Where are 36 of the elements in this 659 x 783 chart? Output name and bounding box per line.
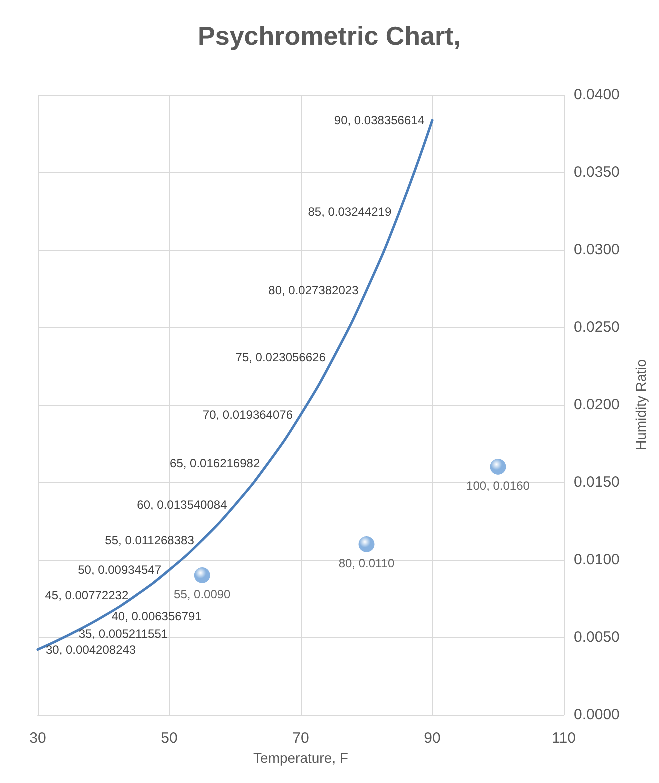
data-label: 90, 0.038356614 <box>334 113 425 128</box>
y-tick-label: 0.0350 <box>574 164 620 181</box>
data-label: 30, 0.004208243 <box>46 642 136 657</box>
data-label: 70, 0.019364076 <box>202 408 294 422</box>
point <box>358 536 375 552</box>
y-tick-label: 0.0400 <box>574 86 620 104</box>
y-tick-label: 0.0250 <box>574 319 620 336</box>
y-tick-label: 0.0200 <box>574 396 620 414</box>
point <box>194 568 210 584</box>
x-tick-label: 110 <box>552 730 576 747</box>
chart-title: Psychrometric Chart, <box>198 21 461 51</box>
data-label: 50, 0.00934547 <box>78 563 162 578</box>
data-label: 85, 0.03244219 <box>308 205 392 220</box>
x-tick-label: 30 <box>30 730 46 747</box>
data-label: 80, 0.0110 <box>338 556 395 570</box>
data-label: 75, 0.023056626 <box>236 350 326 365</box>
y-tick-label: 0.0300 <box>574 242 620 258</box>
y-tick-label: 0.0050 <box>574 629 620 646</box>
data-label: 55, 0.011268383 <box>105 533 195 548</box>
data-label: 40, 0.006356791 <box>112 609 202 624</box>
data-label: 80, 0.027382023 <box>268 284 360 298</box>
y-tick-label: 0.0150 <box>574 474 620 491</box>
x-tick-label: 50 <box>161 730 178 747</box>
y-axis-title: Humidity Ratio <box>633 359 649 451</box>
y-tick-label: 0.0100 <box>574 552 620 568</box>
point <box>490 459 506 475</box>
data-label: 100, 0.0160 <box>466 479 530 493</box>
data-label: 65, 0.016216982 <box>170 456 260 471</box>
data-label: 45, 0.00772232 <box>45 588 129 602</box>
x-tick-label: 90 <box>424 730 441 747</box>
y-tick-label: 0.0000 <box>574 706 620 724</box>
data-label: 55, 0.0090 <box>174 588 232 602</box>
x-tick-label: 70 <box>292 730 310 747</box>
data-label: 35, 0.005211551 <box>78 627 168 642</box>
data-label: 60, 0.013540084 <box>137 498 228 512</box>
x-axis-title: Temperature, F <box>254 750 348 766</box>
